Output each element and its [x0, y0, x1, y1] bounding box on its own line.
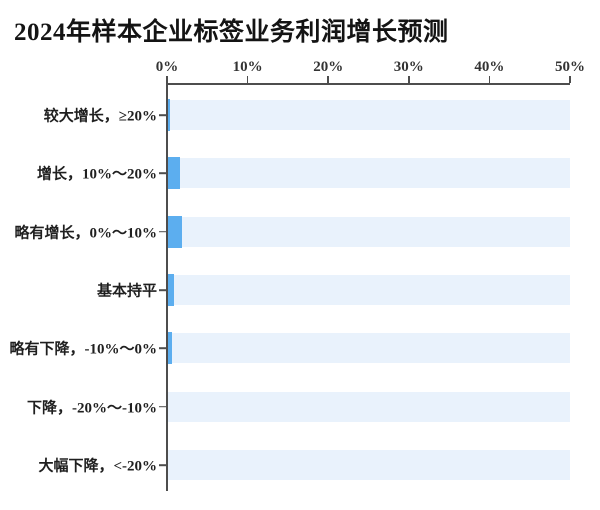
bar-track [167, 449, 570, 480]
x-axis-tick-label: 0% [155, 59, 179, 75]
x-axis-tick-label: 40% [474, 59, 505, 75]
bar-value [167, 332, 172, 365]
chart-title: 2024年样本企业标签业务利润增长预测 [14, 19, 449, 46]
bar-track [167, 391, 570, 422]
bar-track [167, 100, 570, 130]
category-label: 略有增长，0%～10% [14, 225, 157, 242]
x-axis-tick [327, 76, 329, 84]
category-label: 基本持平 [96, 283, 157, 300]
bar-track [167, 333, 570, 364]
y-axis-tick [158, 289, 166, 291]
y-axis-tick [158, 464, 166, 466]
bar-value [167, 273, 174, 306]
x-axis-tick-label: 50% [555, 59, 585, 75]
x-axis-tick-label: 10% [232, 59, 263, 75]
x-axis-tick [569, 76, 571, 84]
y-axis-line [165, 83, 168, 491]
y-axis-tick [158, 405, 166, 408]
bar-value [167, 215, 182, 248]
bar-value [167, 99, 170, 131]
bar-track [167, 216, 570, 247]
x-axis-tick-label: 20% [313, 59, 344, 75]
category-label: 略有下降，-10%～0% [9, 341, 158, 358]
bar-track [167, 274, 570, 305]
category-label: 较大增长，≥20% [43, 108, 157, 125]
bar-track [167, 158, 570, 189]
x-axis-tick [408, 76, 410, 84]
y-axis-tick [158, 114, 166, 116]
category-label: 大幅下降，<-20% [38, 458, 157, 475]
x-axis-tick [246, 76, 249, 84]
x-axis-tick-label: 30% [393, 59, 424, 75]
y-axis-tick [158, 230, 166, 233]
x-axis-line [166, 83, 570, 85]
category-label: 增长，10%～20% [36, 166, 157, 183]
category-label: 下降，-20%～-10% [27, 400, 157, 417]
x-axis-tick [488, 76, 491, 84]
bar-value [167, 157, 180, 190]
y-axis-tick [158, 347, 166, 350]
x-axis-tick [166, 76, 168, 84]
y-axis-tick [158, 172, 166, 175]
